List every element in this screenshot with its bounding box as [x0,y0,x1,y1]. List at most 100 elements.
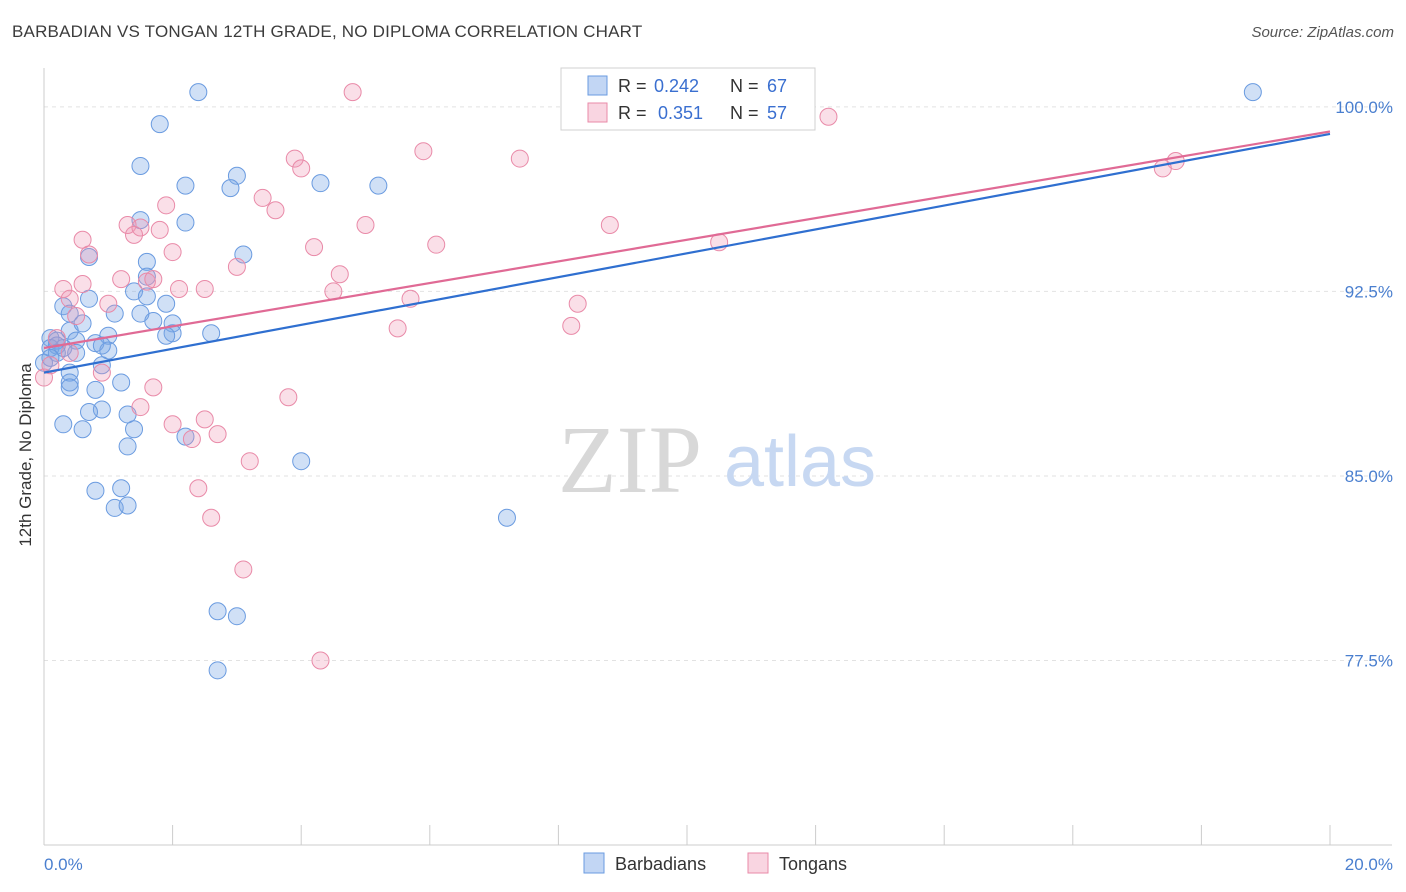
legend-n-label-1: N = [730,76,759,96]
barbadian-point [292,452,311,471]
barbadian-point [208,602,227,621]
tongan-point [163,243,182,262]
barbadian-trend-line [43,132,1331,374]
barbadian-point [137,252,156,271]
barbadian-point [105,304,124,323]
tongan-point [131,218,150,237]
barbadian-point [86,380,105,399]
barbadian-point [150,115,169,134]
tongan-point [292,159,311,178]
tongan-point [1153,159,1172,178]
barbadian-point [221,179,240,198]
tongan-point [356,216,375,234]
y-tick-label: 77.5% [1345,651,1393,670]
barbadian-point [41,348,60,367]
tongan-point [388,319,407,338]
barbadian-point [112,479,131,498]
barbadian-point [176,176,195,195]
tongan-point [67,307,86,326]
tongan-point [60,343,79,362]
tongan-point [562,316,581,335]
watermark-atlas: atlas [724,422,876,502]
tongan-point [60,289,79,308]
barbadian-point [67,343,86,362]
legend-r-label-1: R = [618,76,647,96]
barbadian-point [157,294,176,313]
barbadian-point [1243,83,1262,102]
tongan-point [163,415,182,434]
stats-legend: R = 0.242 N = 67 R = 0.351 N = 57 [560,67,816,131]
barbadian-point [137,287,156,306]
x-tick-labels: 0.0% 20.0% [44,855,1393,874]
tongan-point [208,425,227,444]
legend-n-label-2: N = [730,103,759,123]
tongan-point [311,651,330,670]
x-tick-label: 0.0% [44,855,83,874]
y-tick-labels: 100.0% 92.5% 85.0% 77.5% [1335,98,1393,671]
y-axis-title: 12th Grade, No Diploma [16,363,35,547]
tongan-point [144,378,163,397]
barbadian-point [73,420,92,439]
tongan-point [240,452,259,471]
tongan-point [600,216,619,234]
tongan-point [279,388,298,407]
y-tick-label: 92.5% [1345,282,1393,301]
tongan-point [266,201,285,220]
watermark: ZIP atlas [558,406,876,513]
legend-n-value-2: 57 [767,103,787,123]
tongan-point [253,188,272,207]
tongan-trend-line [43,130,1331,350]
y-tick-label: 100.0% [1335,98,1393,117]
tongan-point [150,220,169,239]
barbadian-point [60,378,79,397]
tongan-point [99,294,118,313]
tongan-point [80,245,99,264]
barbadian-point [497,508,516,527]
legend-r-label-2: R = [618,103,647,123]
chart-source: Source: ZipAtlas.com [1251,24,1394,41]
series-swatch-tongans [747,852,769,874]
barbadian-point [189,83,208,102]
barbadian-point [92,336,111,355]
series-label-barbadians: Barbadians [615,854,706,874]
tongan-point [330,265,349,284]
barbadian-point [208,661,227,680]
barbadian-point [80,402,99,421]
series-legend: Barbadians Tongans [583,852,847,874]
stats-legend-box [560,67,816,131]
axes [43,68,1392,846]
barbadian-point [144,311,163,330]
series-label-tongans: Tongans [779,854,847,874]
legend-swatch-barbadians [587,75,608,96]
tongan-point [285,149,304,168]
barbadian-point [112,373,131,392]
barbadian-point [60,373,79,392]
tongan-point [195,279,214,298]
tongan-point [414,142,433,161]
tongan-point [125,225,144,244]
tongan-point [195,410,214,429]
legend-r-value-1: 0.242 [654,76,699,96]
barbadian-point [54,415,73,434]
trend-lines [43,130,1331,374]
series-swatch-barbadians [583,852,605,874]
barbadian-point [176,213,195,232]
tongan-point [305,238,324,257]
tongan-point [157,196,176,215]
barbadian-point [118,437,137,456]
x-tick-label: 20.0% [1345,855,1393,874]
barbadian-point [118,496,137,515]
legend-swatch-tongans [587,102,608,123]
barbadian-point [73,314,92,333]
tongan-point [131,398,150,417]
tongan-point [819,107,838,126]
tongan-point [144,270,163,289]
legend-n-value-1: 67 [767,76,787,96]
tongan-point [92,363,111,382]
barbadian-point [131,156,150,175]
barbadian-point [311,174,330,193]
tongan-point [112,270,131,289]
barbadian-point [227,607,246,626]
tongan-point [343,83,362,102]
